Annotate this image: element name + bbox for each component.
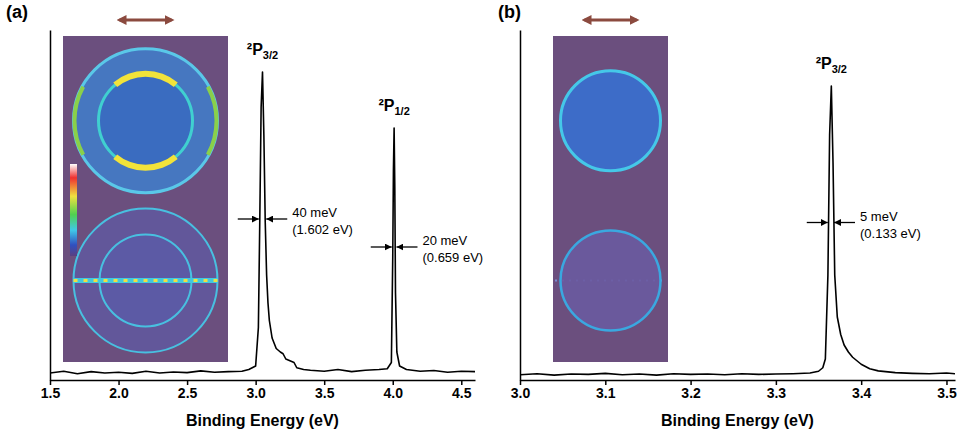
x-tick: 3.0 (246, 380, 266, 401)
y-axis (520, 31, 521, 381)
image-ring (561, 231, 661, 331)
width-annotation: 40 meV (1.602 eV) (238, 205, 353, 237)
polarization-arrow (120, 19, 172, 22)
panel-letter: (a) (6, 2, 28, 22)
image-ring-arc (206, 86, 218, 156)
spectrum-line (520, 86, 955, 375)
width-arrow (396, 246, 417, 247)
peak-label: ²P3/2 (247, 41, 278, 61)
inset-image (553, 36, 668, 362)
width-arrow (834, 222, 855, 223)
peak-label-part: 3/2 (263, 49, 278, 61)
x-tick: 3.4 (852, 380, 872, 401)
x-tick: 3.5 (937, 380, 957, 401)
x-tick-label: 3.5 (315, 385, 335, 401)
x-tick: 4.0 (384, 380, 404, 401)
x-tick: 3.2 (681, 380, 701, 401)
peak-label: ²P3/2 (816, 55, 847, 75)
peak-label-part: ²P (378, 97, 394, 114)
width-annotation: 5 meV (0.133 eV) (807, 209, 921, 241)
panel-letter: (b) (498, 2, 521, 22)
x-tick-label: 3.3 (767, 385, 787, 401)
inset-image (63, 36, 228, 362)
x-axis-title: Binding Energy (eV) (186, 412, 339, 429)
plot-area (50, 72, 475, 374)
panel: 3.0 3.1 3.2 3.3 3.4 3.5 ²P3/2 5 meV (0.133 eV) Bi… (498, 2, 957, 429)
x-tick-label: 3.1 (596, 385, 616, 401)
x-tick-label: 3.4 (852, 385, 872, 401)
x-tick: 3.3 (767, 380, 787, 401)
image-streak (74, 279, 218, 282)
width-label: (0.659 eV) (422, 250, 483, 265)
plot-area (520, 86, 955, 375)
polarization-arrow (585, 19, 637, 22)
peak-label: ²P1/2 (378, 97, 409, 117)
x-tick-label: 4.5 (452, 385, 472, 401)
x-axis-title: Binding Energy (eV) (661, 412, 814, 429)
x-axis: 3.0 3.1 3.2 3.3 3.4 3.5 (511, 380, 957, 401)
width-label: (1.602 eV) (292, 222, 353, 237)
width-label: 40 meV (292, 205, 337, 220)
y-axis (50, 31, 51, 381)
peak-label-part: 3/2 (832, 63, 847, 75)
x-tick: 3.0 (511, 380, 531, 401)
x-tick-label: 1.5 (41, 385, 61, 401)
x-tick: 1.5 (41, 380, 61, 401)
y-axis-line (50, 31, 52, 381)
x-axis: 1.5 2.0 2.5 3.0 3.5 4.0 4.5 (41, 380, 476, 401)
x-tick-label: 4.0 (384, 385, 404, 401)
width-arrow (238, 218, 259, 219)
spectrum-line (50, 72, 475, 374)
x-axis-line (521, 380, 956, 382)
image-ring-arc (113, 71, 177, 87)
x-tick: 2.5 (178, 380, 198, 401)
image-ring-arc (72, 86, 84, 156)
peak-label-part: ²P (816, 55, 832, 72)
x-tick-label: 3.0 (511, 385, 531, 401)
x-tick: 3.1 (596, 380, 616, 401)
x-tick: 3.5 (315, 380, 335, 401)
width-label: 20 meV (422, 233, 467, 248)
inset-background (63, 36, 228, 362)
image-streak (74, 278, 218, 283)
image-ring (561, 71, 661, 171)
width-arrow (266, 218, 287, 219)
width-label: (0.133 eV) (860, 226, 921, 241)
width-label: 5 meV (860, 209, 898, 224)
image-ring-outer (74, 209, 218, 353)
peak-label-part: ²P (247, 41, 263, 58)
inset-background (553, 36, 668, 362)
x-axis-line (51, 380, 476, 382)
x-tick-label: 3.2 (681, 385, 701, 401)
figure: 1.52.02.53.03.54.04.5²P3/2²P1/240 meV(1.… (0, 0, 972, 437)
width-arrow (807, 222, 828, 223)
y-axis-line (520, 31, 522, 381)
peak-label-part: 1/2 (394, 105, 409, 117)
x-tick-label: 2.0 (109, 385, 129, 401)
x-tick-label: 2.5 (178, 385, 198, 401)
x-tick: 2.0 (109, 380, 129, 401)
x-tick-label: 3.0 (246, 385, 266, 401)
x-tick-label: 3.5 (937, 385, 957, 401)
width-arrow (371, 246, 392, 247)
width-annotation: 20 meV (0.659 eV) (371, 233, 483, 265)
image-ring-outer (74, 49, 218, 193)
image-ring-arc (113, 154, 177, 170)
image-ring-inner (99, 74, 193, 168)
colorbar (70, 164, 77, 256)
panel: 1.52.02.53.03.54.04.5²P3/2²P1/240 meV(1.… (6, 2, 483, 429)
x-tick: 4.5 (452, 380, 472, 401)
